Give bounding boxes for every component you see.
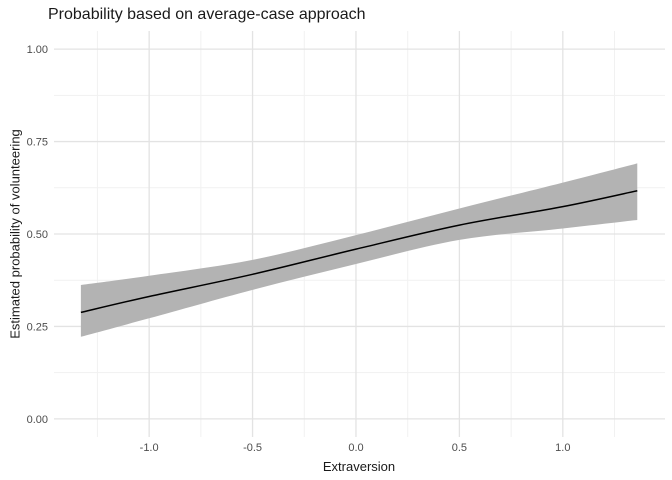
y-tick-label: 1.00 bbox=[27, 44, 48, 56]
x-tick-label: -1.0 bbox=[140, 442, 159, 454]
fit-line bbox=[80, 190, 638, 314]
x-axis-title: Extraversion bbox=[322, 459, 396, 474]
x-tick-label: 1.0 bbox=[555, 442, 570, 454]
x-tick-label: 0.0 bbox=[348, 442, 363, 454]
y-tick-label: 0.00 bbox=[27, 414, 48, 426]
x-tick-label: -0.5 bbox=[243, 442, 262, 454]
y-tick-label: 0.75 bbox=[27, 137, 48, 149]
y-tick-label: 0.50 bbox=[27, 229, 48, 241]
chart-title: Probability based on average-case approa… bbox=[48, 6, 366, 23]
x-tick-label: 0.5 bbox=[452, 442, 467, 454]
y-tick-label: 0.25 bbox=[27, 321, 48, 333]
y-axis-title: Estimated probability of volunteering bbox=[7, 129, 23, 339]
confidence-ribbon bbox=[80, 163, 638, 337]
